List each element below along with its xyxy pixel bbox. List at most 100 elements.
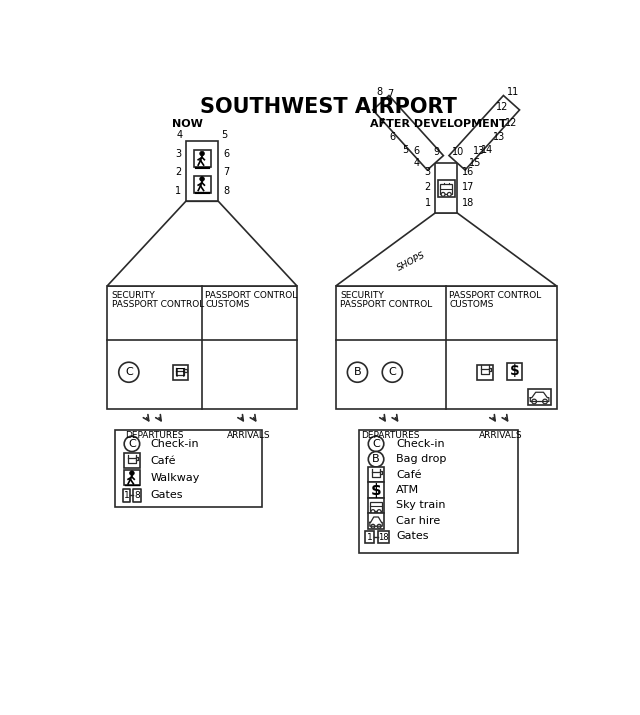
Circle shape <box>124 436 140 452</box>
Text: 2: 2 <box>175 167 181 177</box>
Bar <box>368 498 384 513</box>
Text: ATM: ATM <box>396 485 419 495</box>
Text: 2: 2 <box>424 182 431 192</box>
Text: PASSPORT CONTROL: PASSPORT CONTROL <box>205 290 298 300</box>
Text: Walkway: Walkway <box>150 473 200 483</box>
Text: 1: 1 <box>424 198 431 208</box>
Text: 13: 13 <box>472 147 484 157</box>
Text: 6: 6 <box>390 132 396 142</box>
Text: 1: 1 <box>124 491 129 500</box>
Text: 4: 4 <box>177 129 182 139</box>
Text: 10: 10 <box>452 147 465 157</box>
Text: 15: 15 <box>469 158 482 168</box>
Text: 9: 9 <box>434 147 440 157</box>
Text: Bag drop: Bag drop <box>396 454 447 464</box>
Circle shape <box>441 192 445 197</box>
Circle shape <box>130 470 134 475</box>
Bar <box>186 142 218 202</box>
Text: C: C <box>125 368 132 378</box>
Bar <box>477 365 493 380</box>
Text: C: C <box>128 439 136 449</box>
Bar <box>193 176 211 193</box>
Text: 1: 1 <box>367 533 372 541</box>
Circle shape <box>371 524 375 528</box>
Text: 18: 18 <box>461 198 474 208</box>
Bar <box>368 513 384 528</box>
Text: DEPARTURES: DEPARTURES <box>125 430 184 440</box>
Text: $: $ <box>371 483 381 498</box>
Circle shape <box>200 152 204 156</box>
Circle shape <box>368 436 384 452</box>
Text: SECURITY: SECURITY <box>340 290 384 300</box>
Polygon shape <box>373 96 444 170</box>
Text: ⊓: ⊓ <box>175 365 186 379</box>
Circle shape <box>348 363 367 383</box>
Circle shape <box>377 524 381 528</box>
Text: Gates: Gates <box>150 490 183 500</box>
Bar <box>124 453 140 468</box>
Circle shape <box>377 510 381 513</box>
Text: 8: 8 <box>223 185 229 195</box>
Text: DEPARTURES: DEPARTURES <box>362 430 420 440</box>
Bar <box>507 363 522 380</box>
Text: Check-in: Check-in <box>150 439 199 449</box>
Bar <box>123 489 131 502</box>
Circle shape <box>543 399 547 404</box>
Bar <box>368 483 384 498</box>
Text: Café: Café <box>396 470 422 480</box>
Text: 16: 16 <box>461 167 474 177</box>
Text: SOUTHWEST AIRPORT: SOUTHWEST AIRPORT <box>200 97 456 117</box>
Circle shape <box>447 192 451 197</box>
Circle shape <box>371 510 375 513</box>
Polygon shape <box>107 202 297 286</box>
Bar <box>336 286 557 409</box>
Text: PASSPORT CONTROL: PASSPORT CONTROL <box>449 290 541 300</box>
Circle shape <box>200 177 204 182</box>
Text: $: $ <box>509 365 519 378</box>
Text: C: C <box>372 439 380 449</box>
Bar <box>370 502 382 511</box>
Circle shape <box>382 363 403 383</box>
Polygon shape <box>336 213 557 286</box>
Text: 3: 3 <box>424 167 431 177</box>
Text: 8: 8 <box>134 491 140 500</box>
Bar <box>124 470 140 485</box>
Bar <box>193 150 211 167</box>
Text: 7: 7 <box>387 89 393 99</box>
Text: 6: 6 <box>223 149 229 159</box>
Text: 3: 3 <box>175 149 181 159</box>
Text: PASSPORT CONTROL: PASSPORT CONTROL <box>112 300 204 309</box>
Bar <box>115 430 262 507</box>
Text: CUSTOMS: CUSTOMS <box>449 300 493 309</box>
Bar <box>378 531 389 543</box>
Bar <box>359 430 518 553</box>
Text: 5: 5 <box>221 129 228 139</box>
Text: ARRIVALS: ARRIVALS <box>479 430 523 440</box>
Text: SHOPS: SHOPS <box>396 250 427 272</box>
Text: Check-in: Check-in <box>396 439 445 449</box>
Text: PASSPORT CONTROL: PASSPORT CONTROL <box>340 300 433 309</box>
Text: B: B <box>372 454 380 464</box>
Text: Café: Café <box>150 455 176 465</box>
Bar <box>528 389 551 405</box>
Bar <box>173 365 188 380</box>
Text: SECURITY: SECURITY <box>112 290 156 300</box>
Text: 13: 13 <box>493 132 506 142</box>
Text: 6: 6 <box>413 147 420 157</box>
Bar <box>440 184 452 194</box>
Circle shape <box>532 399 536 404</box>
Text: 1: 1 <box>175 185 181 195</box>
Text: CUSTOMS: CUSTOMS <box>205 300 250 309</box>
Text: C: C <box>388 368 396 378</box>
Text: 7: 7 <box>223 167 229 177</box>
Text: Gates: Gates <box>396 531 429 541</box>
Bar <box>107 286 297 409</box>
Text: 8: 8 <box>376 87 382 97</box>
Text: 12: 12 <box>506 119 518 129</box>
Bar <box>368 467 384 483</box>
Text: 11: 11 <box>507 87 519 97</box>
Circle shape <box>119 363 139 383</box>
Text: 12: 12 <box>496 102 508 112</box>
Text: 14: 14 <box>481 145 493 155</box>
Text: B: B <box>354 368 361 378</box>
